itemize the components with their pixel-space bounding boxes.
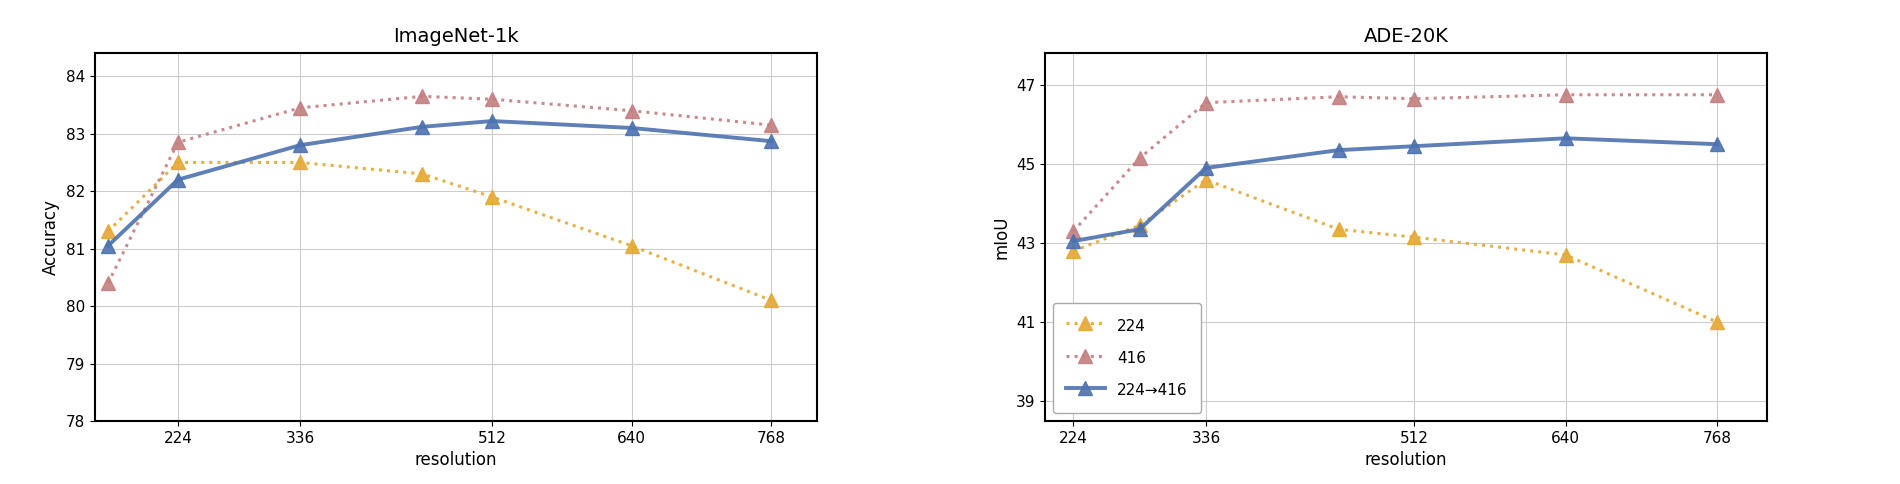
416 xyxy=(1706,92,1729,98)
Legend: 224, 416, 224→416: 224, 416, 224→416 xyxy=(1053,302,1201,413)
416 xyxy=(410,93,433,99)
224→416 xyxy=(1402,143,1425,149)
Line: 416: 416 xyxy=(1066,88,1723,238)
Title: ADE-20K: ADE-20K xyxy=(1364,27,1448,46)
224 xyxy=(1326,227,1349,232)
224→416 xyxy=(1129,227,1151,232)
416 xyxy=(760,122,783,128)
224 xyxy=(167,160,190,166)
224→416 xyxy=(760,138,783,144)
Line: 224: 224 xyxy=(101,155,779,307)
224 xyxy=(289,160,312,166)
Line: 224: 224 xyxy=(1066,173,1723,329)
224 xyxy=(481,194,504,200)
416 xyxy=(1554,92,1577,98)
416 xyxy=(1129,155,1151,161)
224 xyxy=(1706,319,1729,325)
416 xyxy=(1326,94,1349,100)
416 xyxy=(1062,228,1085,234)
224 xyxy=(97,228,120,234)
416 xyxy=(289,105,312,111)
Title: ImageNet-1k: ImageNet-1k xyxy=(393,27,519,46)
224 xyxy=(619,243,642,249)
X-axis label: resolution: resolution xyxy=(1364,452,1448,469)
416 xyxy=(1402,96,1425,102)
224 xyxy=(410,171,433,177)
Y-axis label: mIoU: mIoU xyxy=(992,215,1011,259)
Y-axis label: Accuracy: Accuracy xyxy=(42,199,61,275)
224→416 xyxy=(1706,141,1729,147)
224→416 xyxy=(410,124,433,130)
224 xyxy=(1554,252,1577,258)
224→416 xyxy=(619,125,642,131)
224→416 xyxy=(97,243,120,249)
Line: 416: 416 xyxy=(101,90,779,290)
224 xyxy=(760,298,783,303)
224→416 xyxy=(289,142,312,148)
X-axis label: resolution: resolution xyxy=(414,452,498,469)
224→416 xyxy=(481,118,504,124)
Line: 224→416: 224→416 xyxy=(101,114,779,253)
224→416 xyxy=(1554,136,1577,141)
224 xyxy=(1062,248,1085,254)
Line: 224→416: 224→416 xyxy=(1066,131,1723,248)
224 xyxy=(1402,234,1425,240)
224→416 xyxy=(1062,238,1085,244)
416 xyxy=(619,108,642,114)
224→416 xyxy=(1195,165,1218,171)
416 xyxy=(1195,100,1218,106)
416 xyxy=(481,96,504,102)
416 xyxy=(97,280,120,286)
224→416 xyxy=(1326,147,1349,153)
224 xyxy=(1129,222,1151,228)
416 xyxy=(167,139,190,145)
224→416 xyxy=(167,177,190,182)
224 xyxy=(1195,177,1218,183)
